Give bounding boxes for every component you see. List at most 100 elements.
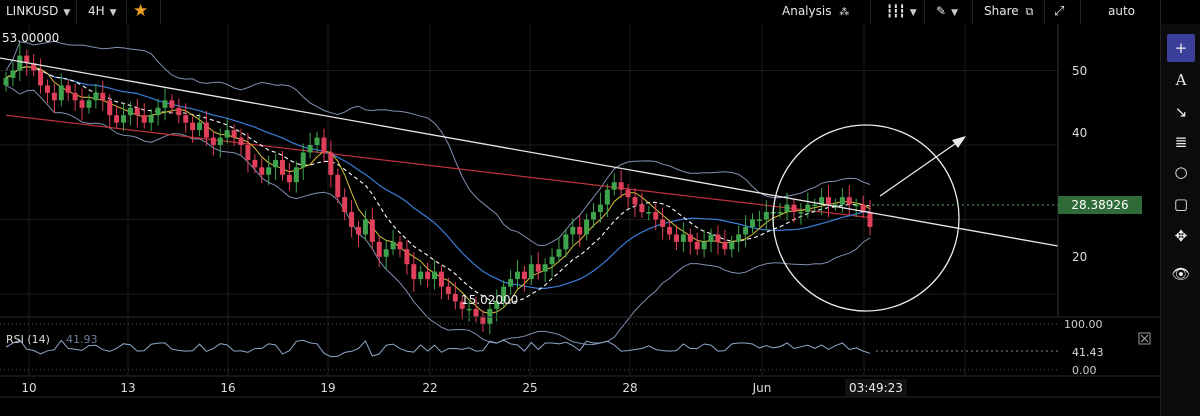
candle [183,103,189,134]
candle [660,207,666,240]
candle [376,235,382,268]
share-button[interactable]: Share ⧉ [984,4,1033,19]
divider [76,0,77,24]
time-label: 16 [220,381,235,395]
divider [1160,0,1161,24]
candle [397,235,403,258]
close-icon[interactable] [1138,332,1151,345]
candle [853,198,859,218]
candle-body [853,204,859,207]
candles [3,43,873,335]
candle [756,210,762,228]
high-annotation: 53.00000 [2,31,59,45]
candle-body [639,204,645,213]
lines-tool-icon[interactable]: ≣ [1174,133,1188,151]
candle [252,153,258,174]
candle-body [611,182,617,190]
candle-body [749,219,755,227]
interval-selector[interactable]: 4H ▼ [88,4,117,18]
candle-body [279,159,285,175]
candle-body [176,107,182,116]
candle [44,79,50,104]
candle [418,265,424,286]
candle [597,192,603,223]
grid [0,24,1058,376]
favorite-star-icon[interactable]: ★ [133,1,149,21]
candle-body [791,204,797,213]
symbol-label: LINKUSD [6,4,59,18]
time-label: 10 [21,381,36,395]
candle-body [259,167,265,175]
candle [632,188,638,218]
chart-type-selector[interactable]: ┇┇┇ ▼ [886,4,917,18]
time-label: 19 [320,381,335,395]
time-label: 28 [622,381,637,395]
candle [390,229,396,256]
candle-body [231,130,237,138]
time-label: 25 [522,381,537,395]
analysis-label: Analysis [782,4,832,18]
crosshair-icon[interactable]: + [1167,34,1195,62]
circle-tool-icon[interactable]: ○ [1174,163,1188,181]
candle [273,153,279,181]
candle [342,188,348,221]
candle [93,83,99,109]
candle-body [93,92,99,101]
candle-body [190,122,196,131]
candle [266,155,272,186]
candle [673,225,679,251]
candle-body [549,256,555,265]
candle [321,128,327,163]
candle [31,54,37,77]
circle-drawing[interactable] [772,124,960,312]
candle [383,240,389,270]
chevron-down-icon: ▼ [909,8,917,18]
candle-body [577,226,583,235]
candle-body [328,152,334,175]
candle-body [584,219,590,235]
move-tool-icon[interactable]: ✥ [1174,227,1188,245]
candle [528,255,534,286]
trend-line[interactable] [0,57,1059,247]
candle [805,192,811,219]
candle-body [51,92,57,101]
price-chart[interactable]: 50 40 20 28.38926 53.00000 15.02000 RSI … [0,24,1160,416]
candle [107,94,113,128]
last-price-badge [1058,196,1142,214]
candle [72,83,78,111]
symbol-selector[interactable]: LINKUSD ▼ [6,4,70,18]
candle-body [618,182,624,190]
analysis-menu[interactable]: Analysis ⁂ [782,4,849,18]
candle-body [210,137,216,145]
rsi-scale-top: 100.00 [1064,318,1103,331]
candle-body [127,107,133,116]
candle [286,162,292,191]
fullscreen-icon[interactable]: ⤢ [1054,4,1065,19]
chevron-down-icon: ▼ [109,8,117,18]
candle [425,262,431,288]
drawing-tools-selector[interactable]: ✎ ▼ [936,4,958,18]
candle [563,228,569,258]
rectangle-tool-icon[interactable]: ▢ [1173,195,1189,213]
visibility-eye-icon[interactable]: 👁 [1171,265,1191,283]
divider [1044,0,1045,24]
arrow-tool-icon[interactable]: ↘ [1174,103,1188,121]
countdown-badge [845,379,907,396]
text-tool-icon[interactable]: A [1175,71,1187,89]
candle-body [494,301,500,309]
candle [618,170,624,198]
arrow-drawing[interactable] [879,138,963,197]
drawings[interactable] [0,57,1059,312]
scale-mode-button[interactable]: auto [1108,4,1135,18]
candle [549,247,555,277]
candle [369,207,375,251]
candle-body [155,107,161,116]
candle [362,210,368,241]
candle-body [411,264,417,280]
candle-body [397,241,403,250]
candle [749,213,755,233]
candle [452,282,458,310]
candle-body [314,137,320,145]
candle [480,310,486,332]
candle-body [556,249,562,257]
